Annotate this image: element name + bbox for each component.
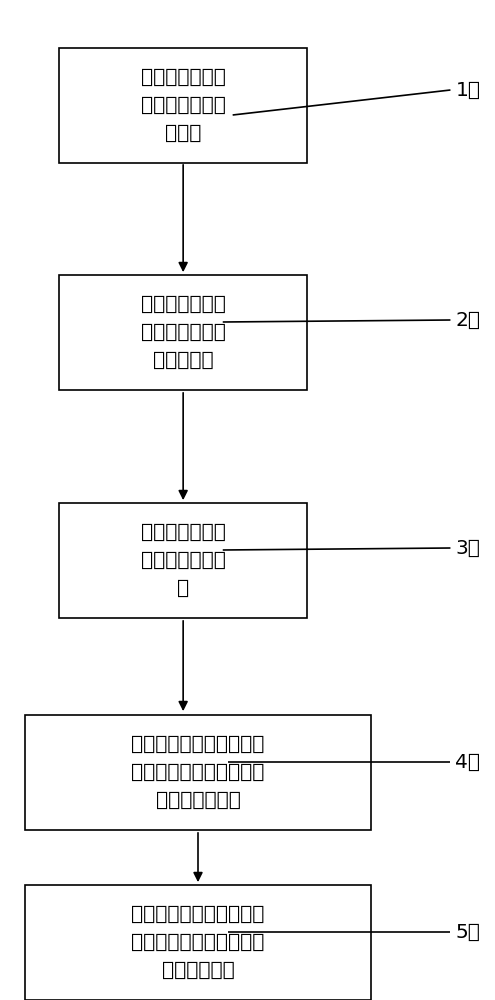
- Text: 4）: 4）: [455, 752, 481, 772]
- Text: 拍摄左右图像，并对左右
图像进行处理得到掌子面
三维点云模型: 拍摄左右图像，并对左右 图像进行处理得到掌子面 三维点云模型: [131, 904, 265, 980]
- Text: 1）: 1）: [455, 81, 481, 100]
- Bar: [59, 502, 307, 617]
- Text: 3）: 3）: [455, 538, 480, 558]
- Text: 确定相机拍摄的
位置和光源的位
置: 确定相机拍摄的 位置和光源的位 置: [141, 522, 226, 597]
- Text: 2）: 2）: [455, 310, 481, 330]
- Bar: [25, 714, 371, 830]
- Text: 5）: 5）: [455, 922, 480, 942]
- Text: 根据隧道内部的
拍摄环境选择拍
摄相机: 根据隧道内部的 拍摄环境选择拍 摄相机: [141, 68, 226, 142]
- Bar: [59, 47, 307, 162]
- Text: 在隧道循环施工
工序中确定相机
的拍摄时间: 在隧道循环施工 工序中确定相机 的拍摄时间: [141, 294, 226, 369]
- Bar: [59, 274, 307, 389]
- Text: 根据隧道内部的拍摄环境
采用现场试验的方法确定
相机的拍摄参数: 根据隧道内部的拍摄环境 采用现场试验的方法确定 相机的拍摄参数: [131, 734, 265, 810]
- Bar: [25, 884, 371, 1000]
